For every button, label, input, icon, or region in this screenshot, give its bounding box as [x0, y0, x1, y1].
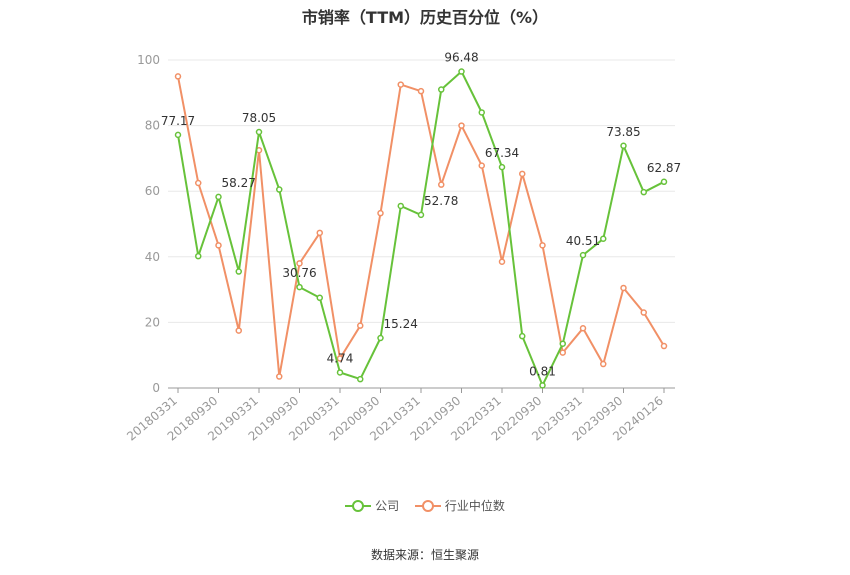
data-point-industry — [377, 209, 384, 217]
data-point-company — [195, 252, 202, 260]
data-point-industry — [417, 87, 425, 95]
data-point-company — [498, 163, 506, 171]
data-point-industry — [660, 342, 668, 350]
data-point-company — [640, 188, 647, 196]
data-point-company — [235, 268, 242, 275]
data-label-company: 77.17 — [161, 114, 195, 128]
data-point-industry — [357, 322, 364, 329]
y-tick-label: 60 — [145, 184, 160, 198]
y-tick-label: 100 — [137, 53, 160, 67]
y-tick-label: 20 — [145, 315, 160, 329]
data-point-industry — [438, 181, 445, 188]
chart-title: 市销率（TTM）历史百分位（%） — [301, 8, 549, 27]
data-label-company: 0.81 — [529, 364, 556, 378]
legend-label-company: 公司 — [375, 499, 400, 513]
data-label-company: 15.24 — [384, 317, 418, 331]
data-point-company — [620, 142, 627, 150]
data-label-company: 30.76 — [282, 266, 316, 280]
legend: 公司 行业中位数 — [0, 497, 850, 515]
data-point-company — [377, 334, 384, 342]
data-point-industry — [215, 242, 222, 249]
source-note: 数据来源：恒生聚源 — [370, 548, 479, 562]
data-point-industry — [559, 349, 566, 356]
legend-item-company[interactable]: 公司 — [345, 497, 399, 514]
data-label-company: 40.51 — [566, 234, 600, 248]
legend-label-industry: 行业中位数 — [444, 499, 505, 513]
legend-swatch-company — [345, 499, 372, 512]
data-label-company: 58.27 — [222, 176, 256, 190]
data-label-company: 67.34 — [485, 146, 519, 160]
data-point-company — [600, 235, 607, 243]
data-point-company — [579, 251, 587, 259]
grid-layer — [168, 59, 675, 323]
data-point-company — [316, 294, 323, 302]
data-point-company — [519, 332, 526, 340]
data-point-company — [438, 86, 445, 93]
legend-swatch-industry — [414, 499, 441, 512]
data-point-industry — [458, 122, 465, 129]
data-point-industry — [336, 355, 344, 362]
label-layer: 77.17 58.27 78.05 30.76 4.74 15.24 52.78 96.48 6… — [161, 51, 681, 379]
data-point-company — [660, 178, 668, 186]
data-point-industry — [276, 373, 283, 380]
data-point-industry — [600, 360, 607, 368]
data-label-company: 62.87 — [647, 161, 681, 175]
data-point-industry — [316, 229, 323, 237]
data-point-company — [357, 375, 364, 383]
y-tick-label: 80 — [145, 119, 160, 133]
data-point-industry — [235, 327, 242, 334]
data-point-industry — [539, 242, 546, 249]
y-tick-label: 0 — [152, 381, 160, 395]
data-point-industry — [498, 258, 506, 265]
data-point-company — [215, 193, 222, 201]
data-point-industry — [397, 81, 404, 88]
data-point-company — [539, 382, 546, 389]
y-tick-label: 40 — [145, 250, 160, 264]
data-point-industry — [195, 179, 202, 187]
data-point-company — [336, 369, 344, 376]
data-label-company: 78.05 — [242, 111, 276, 125]
data-point-industry — [620, 284, 627, 292]
data-point-company — [255, 128, 263, 136]
data-label-company: 96.48 — [444, 51, 478, 65]
data-point-industry — [296, 260, 303, 267]
data-point-industry — [640, 309, 647, 316]
data-point-company — [397, 202, 404, 210]
data-point-industry — [174, 73, 182, 80]
data-point-company — [559, 340, 566, 347]
data-point-industry — [579, 325, 587, 332]
data-label-company: 52.78 — [424, 194, 458, 208]
data-point-company — [478, 109, 485, 116]
data-point-company — [276, 186, 283, 193]
chart-plot: 0204060801002018033120180930201903312019… — [124, 51, 681, 444]
data-label-company: 73.85 — [606, 125, 640, 139]
data-point-company — [296, 283, 303, 291]
legend-item-industry[interactable]: 行业中位数 — [414, 497, 505, 514]
data-point-company — [458, 68, 465, 75]
data-point-company — [417, 211, 425, 219]
data-point-company — [174, 131, 182, 139]
data-label-company: 4.74 — [327, 351, 354, 365]
series-layer — [174, 68, 668, 389]
data-point-industry — [519, 170, 526, 178]
data-point-industry — [478, 162, 485, 169]
